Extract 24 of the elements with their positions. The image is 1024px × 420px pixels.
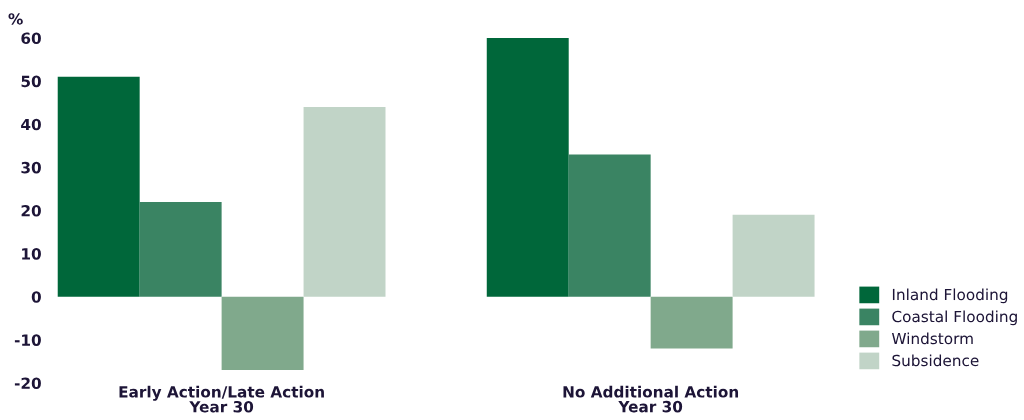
bar — [486, 38, 569, 297]
y-tick-label: 50 — [21, 75, 41, 88]
bar — [732, 214, 815, 297]
y-tick-label: -20 — [14, 377, 41, 390]
y-tick-label: 40 — [21, 118, 41, 131]
bar — [57, 76, 140, 297]
y-axis-title: % — [8, 13, 23, 25]
bar — [303, 107, 386, 297]
bar — [650, 296, 733, 349]
bar — [139, 201, 222, 297]
y-tick-label: 20 — [21, 204, 41, 217]
legend-label: Windstorm — [891, 332, 973, 345]
bar — [568, 154, 651, 297]
y-tick-label: 60 — [21, 32, 41, 45]
bar — [221, 296, 304, 371]
legend-label: Coastal Flooding — [892, 310, 1017, 326]
x-tick-label: No Additional Action Year 30 — [563, 385, 739, 413]
legend-label: Subsidence — [892, 354, 979, 367]
x-tick-label: Early Action/Late Action Year 30 — [119, 385, 324, 413]
y-tick-label: 10 — [22, 248, 41, 260]
y-tick-label: 0 — [31, 291, 41, 303]
y-tick-label: -10 — [14, 334, 41, 346]
legend-label: Inland Flooding — [892, 288, 1008, 304]
y-tick-label: 30 — [21, 161, 41, 174]
